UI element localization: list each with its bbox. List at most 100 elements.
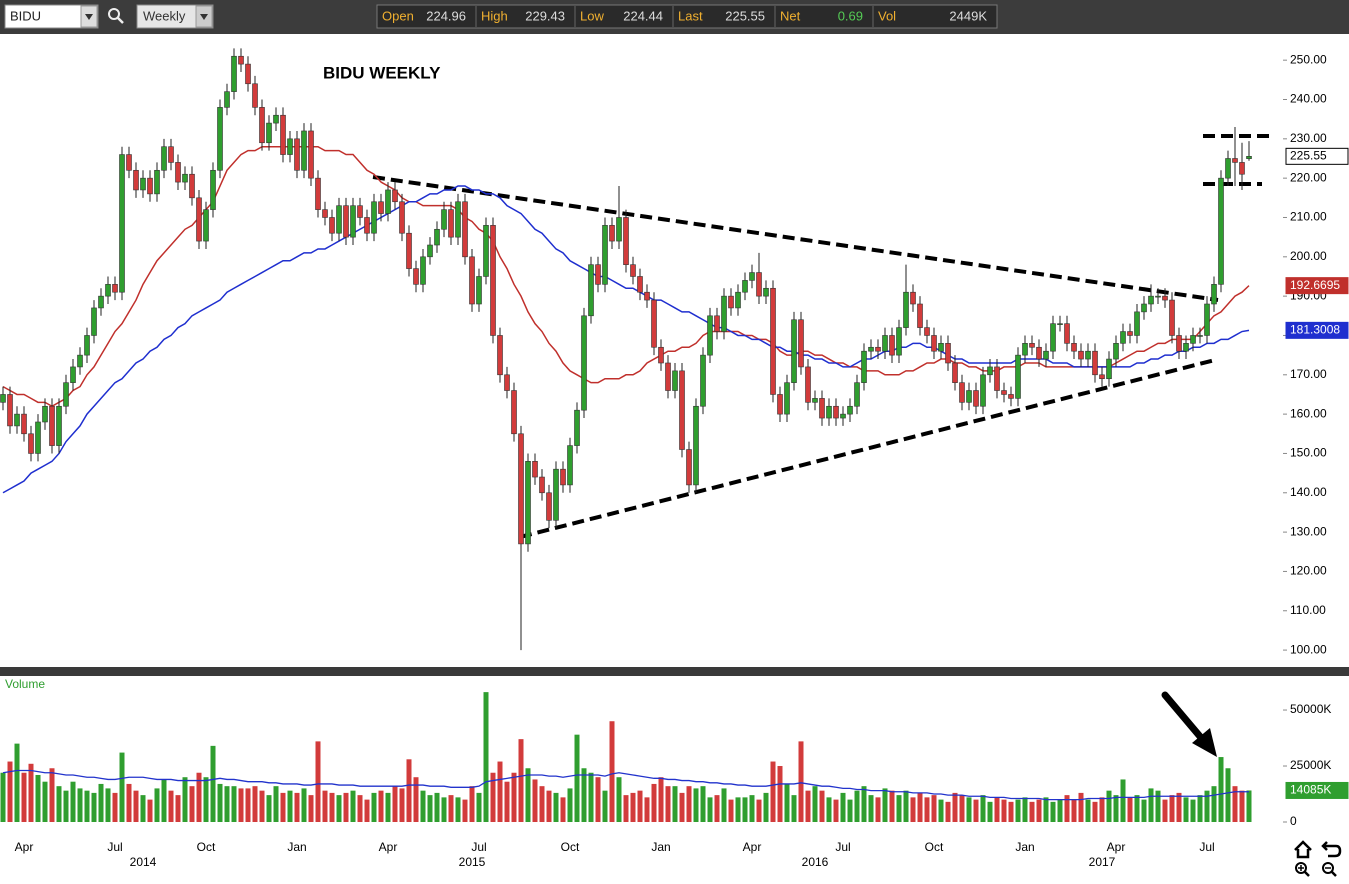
candle-body <box>56 405 62 446</box>
volume-bar <box>308 795 314 822</box>
candle-body <box>1092 350 1098 376</box>
volume-bar <box>1218 757 1224 822</box>
volume-bar <box>987 801 993 822</box>
candle-body <box>693 405 699 486</box>
volume-bar <box>728 799 734 822</box>
candle-body <box>931 335 937 352</box>
candle-body <box>350 205 356 238</box>
volume-bar <box>140 795 146 822</box>
candle-body <box>77 354 83 368</box>
volume-bar <box>994 797 1000 822</box>
candle-body <box>819 398 825 419</box>
candle-body <box>1141 303 1147 313</box>
interval-select[interactable] <box>136 4 214 29</box>
candle-body <box>1078 350 1084 360</box>
candle-body <box>952 362 958 383</box>
volume-bar <box>812 786 818 822</box>
y-tick-label: 160.00 <box>1290 406 1327 420</box>
zoom-out-button[interactable] <box>1322 862 1337 877</box>
volume-bar <box>644 797 650 822</box>
candle-body <box>875 346 881 352</box>
volume-bar <box>1246 790 1252 822</box>
ma-last-value-box <box>1285 321 1349 339</box>
x-tick-label: Oct <box>561 840 580 854</box>
candle-body <box>805 366 811 403</box>
volume-bar <box>1029 801 1035 822</box>
volume-bar <box>7 761 13 822</box>
volume-bar <box>98 783 104 822</box>
volume-bar <box>1064 795 1070 822</box>
volume-bar <box>637 790 643 822</box>
x-tick-label: Apr <box>743 840 762 854</box>
candle-body <box>840 413 846 419</box>
candle-body <box>217 107 223 171</box>
candle-body <box>420 256 426 285</box>
volume-bar <box>161 779 167 822</box>
candle-body <box>567 445 573 486</box>
candle-body <box>392 189 398 203</box>
volume-bar <box>980 795 986 822</box>
candle-body <box>518 433 524 545</box>
reset-button[interactable] <box>1321 841 1342 858</box>
volume-bar <box>154 788 160 822</box>
candle-body <box>854 382 860 407</box>
volume-bar <box>63 790 69 822</box>
y-tick-label: 140.00 <box>1290 485 1327 499</box>
volume-bar <box>770 761 776 822</box>
volume-bar <box>21 772 27 822</box>
candle-body <box>98 295 104 309</box>
x-tick-label: Oct <box>197 840 216 854</box>
home-button[interactable] <box>1294 840 1312 859</box>
volume-bar <box>938 799 944 822</box>
candle-body <box>959 382 965 403</box>
x-tick-label: Jan <box>651 840 670 854</box>
quote-value: 224.44 <box>623 8 663 23</box>
volume-bar <box>35 774 41 822</box>
volume-bar <box>861 786 867 822</box>
candle-body <box>1071 343 1077 352</box>
candle-body <box>763 287 769 297</box>
candle-body <box>826 405 832 419</box>
candle-body <box>1057 323 1063 325</box>
volume-bar <box>147 799 153 822</box>
volume-bar <box>70 781 76 822</box>
volume-bar <box>805 790 811 822</box>
symbol-input[interactable] <box>4 4 99 29</box>
search-button[interactable] <box>108 8 124 24</box>
candle-body <box>1120 331 1126 344</box>
volume-bar <box>532 779 538 822</box>
volume-bar <box>231 786 237 822</box>
candle-body <box>112 284 118 293</box>
volume-bar <box>1134 795 1140 822</box>
quote-value: 2449K <box>949 8 987 23</box>
volume-bar <box>0 772 6 822</box>
volume-bar <box>1183 797 1189 822</box>
candle-body <box>308 130 314 179</box>
volume-bar <box>896 795 902 822</box>
volume-bar <box>301 788 307 822</box>
volume-bar <box>14 743 20 822</box>
candle-body <box>21 413 27 435</box>
volume-tick-label: 0 <box>1290 814 1297 828</box>
volume-bar <box>1022 797 1028 822</box>
volume-bar <box>287 790 293 822</box>
volume-bar <box>826 797 832 822</box>
volume-bar <box>238 788 244 822</box>
candle-body <box>245 63 251 85</box>
candle-body <box>49 405 55 446</box>
candle-body <box>448 209 454 238</box>
volume-bar <box>434 792 440 822</box>
y-tick-label: 220.00 <box>1290 170 1327 184</box>
volume-bar <box>336 795 342 822</box>
quote-label: Vol <box>878 8 896 23</box>
quote-value: 0.69 <box>838 8 863 23</box>
volume-bar <box>266 795 272 822</box>
volume-bar <box>1211 786 1217 822</box>
volume-bar <box>553 792 559 822</box>
zoom-in-button[interactable] <box>1295 862 1310 877</box>
candle-body <box>1204 303 1210 336</box>
candle-body <box>1169 299 1175 336</box>
volume-bar <box>490 772 496 822</box>
volume-bar <box>245 788 251 822</box>
